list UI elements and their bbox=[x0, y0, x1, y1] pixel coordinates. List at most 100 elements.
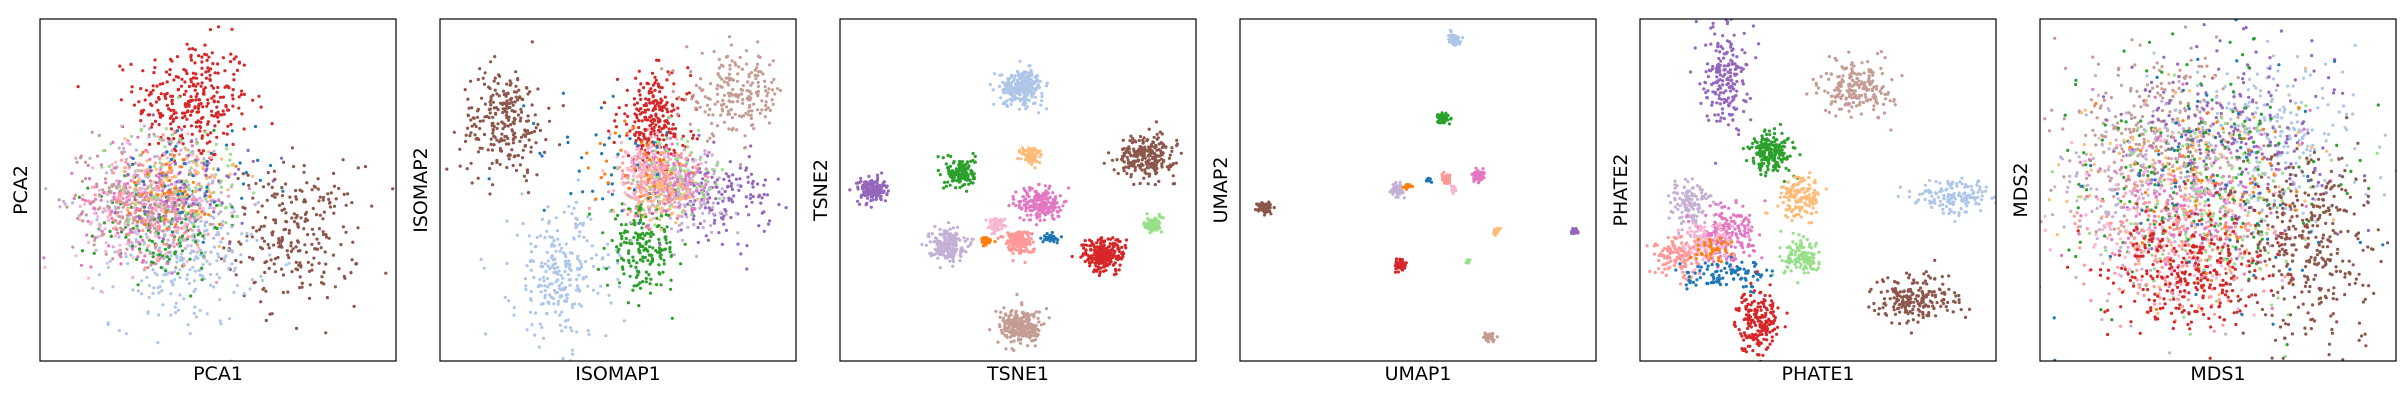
data-point bbox=[310, 263, 314, 267]
data-point bbox=[1004, 103, 1008, 107]
data-point bbox=[165, 150, 169, 154]
data-point bbox=[707, 211, 711, 215]
data-point bbox=[170, 210, 174, 214]
data-point bbox=[703, 152, 707, 156]
data-point bbox=[626, 251, 631, 255]
data-point bbox=[1116, 171, 1120, 176]
data-point bbox=[503, 101, 507, 105]
data-point bbox=[553, 288, 557, 293]
data-point bbox=[625, 88, 629, 92]
data-point bbox=[626, 301, 631, 305]
data-point bbox=[152, 71, 156, 75]
data-point bbox=[187, 153, 191, 157]
data-point bbox=[219, 157, 224, 161]
data-point bbox=[576, 257, 580, 261]
data-point bbox=[542, 279, 546, 283]
data-point bbox=[717, 190, 721, 194]
data-point bbox=[134, 240, 138, 244]
data-point bbox=[650, 121, 655, 125]
data-point bbox=[113, 234, 117, 238]
data-point bbox=[100, 290, 104, 294]
data-point bbox=[215, 226, 219, 231]
data-point bbox=[168, 68, 172, 72]
data-point bbox=[1138, 146, 1142, 150]
data-point bbox=[716, 162, 720, 166]
data-point bbox=[746, 180, 750, 184]
data-point bbox=[718, 211, 722, 215]
data-point bbox=[117, 235, 121, 239]
data-point bbox=[767, 121, 772, 125]
data-point bbox=[172, 112, 176, 116]
data-point bbox=[686, 168, 690, 172]
data-point bbox=[175, 242, 179, 246]
data-point bbox=[744, 111, 748, 115]
data-point bbox=[229, 60, 233, 64]
data-point bbox=[658, 85, 662, 89]
data-point bbox=[178, 138, 182, 142]
data-point bbox=[672, 193, 676, 197]
data-point bbox=[253, 124, 258, 129]
data-point bbox=[686, 66, 690, 70]
data-point bbox=[172, 238, 176, 242]
data-point bbox=[527, 131, 531, 135]
data-point bbox=[624, 223, 628, 227]
data-point bbox=[174, 116, 178, 120]
data-point bbox=[862, 190, 866, 194]
data-point bbox=[648, 101, 652, 105]
data-point bbox=[618, 253, 622, 258]
data-point bbox=[714, 185, 718, 189]
data-point bbox=[147, 133, 151, 137]
data-point bbox=[550, 242, 555, 246]
data-point bbox=[613, 217, 618, 221]
data-point bbox=[730, 182, 734, 186]
data-point bbox=[722, 196, 726, 200]
data-point bbox=[635, 107, 639, 111]
data-point bbox=[93, 197, 98, 201]
data-point bbox=[118, 179, 122, 183]
data-point bbox=[179, 165, 184, 169]
data-point bbox=[253, 280, 257, 284]
data-point bbox=[356, 166, 360, 170]
data-point bbox=[652, 180, 656, 184]
data-point bbox=[942, 180, 947, 184]
data-point bbox=[210, 181, 215, 185]
data-point bbox=[142, 209, 146, 213]
data-point bbox=[616, 277, 620, 281]
data-point bbox=[1152, 135, 1156, 139]
data-point bbox=[287, 261, 291, 265]
data-point bbox=[518, 139, 522, 143]
data-point bbox=[518, 95, 522, 100]
data-point bbox=[690, 182, 694, 186]
data-point bbox=[205, 185, 209, 189]
data-point bbox=[1150, 164, 1154, 169]
data-point bbox=[108, 229, 112, 233]
data-point bbox=[204, 173, 208, 177]
data-point bbox=[1038, 79, 1042, 83]
data-point bbox=[495, 160, 499, 164]
data-point bbox=[647, 154, 651, 158]
data-point bbox=[642, 248, 646, 252]
data-point bbox=[501, 89, 506, 93]
data-point bbox=[647, 89, 651, 93]
data-point bbox=[196, 239, 200, 243]
cluster-light_blue bbox=[479, 178, 653, 361]
data-point bbox=[138, 208, 142, 213]
data-point bbox=[153, 231, 157, 235]
data-point bbox=[305, 181, 309, 185]
data-point bbox=[637, 221, 641, 225]
data-point bbox=[1044, 107, 1049, 111]
data-point bbox=[241, 172, 245, 176]
data-point bbox=[109, 142, 113, 146]
data-point bbox=[636, 152, 640, 156]
data-point bbox=[596, 291, 600, 295]
data-point bbox=[547, 282, 552, 286]
data-point bbox=[115, 200, 119, 204]
data-point bbox=[199, 151, 203, 155]
data-point bbox=[704, 160, 708, 164]
data-point bbox=[1149, 161, 1154, 165]
data-point bbox=[607, 293, 611, 297]
data-point bbox=[470, 181, 474, 185]
data-point bbox=[567, 278, 571, 282]
data-point bbox=[196, 82, 200, 86]
data-point bbox=[177, 152, 181, 156]
